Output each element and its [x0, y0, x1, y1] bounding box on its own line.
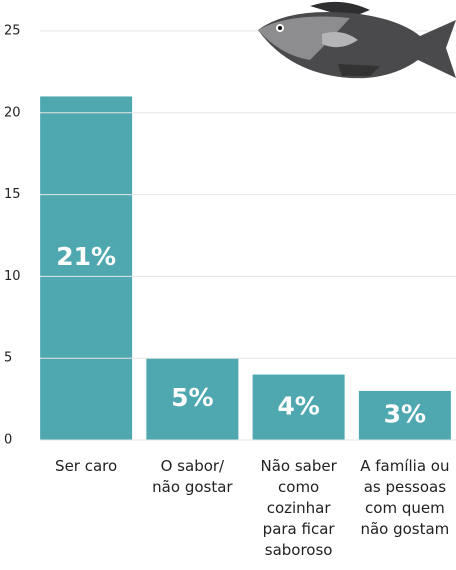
value-label: 4% — [277, 391, 319, 420]
y-tick-label: 5 — [4, 351, 12, 366]
bar — [40, 96, 133, 440]
bar — [358, 390, 451, 440]
y-tick-label: 20 — [4, 105, 21, 120]
x-tick-label: Ser caro — [55, 457, 118, 475]
fish-illustration — [258, 1, 456, 79]
value-label: 5% — [171, 383, 213, 412]
y-tick-label: 25 — [4, 24, 21, 39]
bar — [252, 374, 345, 440]
y-tick-label: 15 — [4, 187, 21, 202]
x-tick-label: Não saber como cozinhar para ficar sabor… — [260, 457, 337, 559]
y-tick-label: 0 — [4, 433, 12, 448]
x-tick-label: O sabor/ não gostar — [152, 457, 233, 496]
bar — [146, 358, 239, 440]
value-label: 3% — [384, 399, 426, 428]
x-tick-label: A família ou as pessoas com quem não gos… — [360, 457, 450, 538]
y-tick-label: 10 — [4, 269, 21, 284]
value-label: 21% — [56, 242, 116, 271]
